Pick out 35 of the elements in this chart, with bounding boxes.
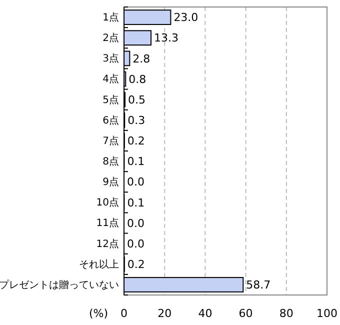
data-label: 2.8 bbox=[132, 52, 150, 66]
data-label: 0.2 bbox=[127, 258, 145, 271]
data-label: 23.0 bbox=[174, 11, 198, 24]
data-label: 0.3 bbox=[128, 114, 146, 127]
y-tick-label: 11点 bbox=[96, 217, 119, 230]
x-tick-label: 40 bbox=[198, 306, 212, 320]
x-tick-label: 60 bbox=[238, 306, 253, 320]
x-tick-label: 20 bbox=[158, 306, 172, 320]
y-tick-label: 12点 bbox=[96, 238, 119, 250]
y-tick-label: 8点 bbox=[102, 155, 119, 168]
data-label: 0.8 bbox=[128, 72, 146, 86]
data-label: 58.7 bbox=[246, 278, 271, 292]
data-label: 0.1 bbox=[127, 196, 145, 210]
y-tick-label: 3点 bbox=[102, 52, 119, 65]
y-tick-label: それ以上 bbox=[79, 258, 119, 270]
y-tick-label: 7点 bbox=[102, 134, 119, 147]
y-tick-label: 6点 bbox=[102, 114, 119, 126]
data-label: 0.0 bbox=[127, 237, 144, 250]
data-label: 0.1 bbox=[127, 155, 145, 168]
data-label: 13.3 bbox=[154, 32, 178, 45]
x-tick-label: 80 bbox=[279, 306, 294, 320]
data-label: 0.0 bbox=[127, 176, 144, 189]
data-label: 0.5 bbox=[128, 93, 146, 106]
y-tick-label: 5点 bbox=[102, 94, 119, 106]
y-tick-label: 4点 bbox=[102, 73, 119, 86]
y-tick-label: 10点 bbox=[96, 196, 119, 209]
x-axis-title: (%) bbox=[88, 307, 108, 320]
y-tick-label: 9点 bbox=[102, 176, 119, 188]
y-tick-label: 1点 bbox=[102, 11, 119, 24]
y-tick-label: 2点 bbox=[102, 32, 119, 44]
x-tick-label: 100 bbox=[316, 306, 338, 320]
y-tick-label: プレゼントは贈っていない bbox=[0, 278, 119, 291]
data-label: 0.0 bbox=[127, 216, 144, 230]
data-label: 0.2 bbox=[127, 134, 145, 148]
x-tick-label: 0 bbox=[120, 306, 128, 320]
